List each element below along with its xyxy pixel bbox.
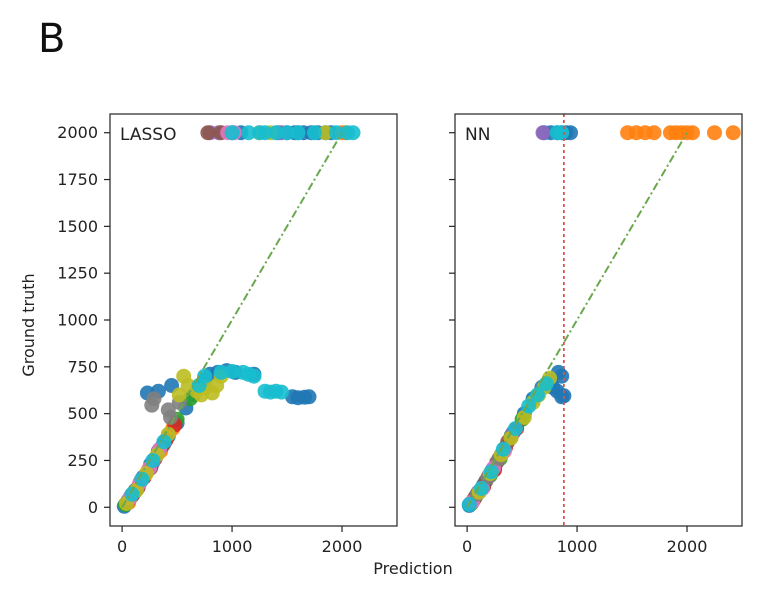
chart-0-point-s9-18 — [257, 125, 273, 141]
chart-0-point-s8-5 — [171, 387, 187, 403]
chart-1-point-s1-3 — [646, 125, 662, 141]
chart-0-xtick-label-1: 1000 — [212, 537, 253, 556]
chart-0-point-s9-7 — [224, 364, 240, 379]
x-axis-title: Prediction — [373, 559, 452, 578]
chart-0-point-s9-3 — [156, 434, 172, 450]
chart-0-ytick-label-4: 1000 — [57, 311, 98, 330]
chart-0-point-s9-2 — [145, 453, 161, 468]
chart-1-reference-line — [466, 132, 688, 508]
chart-0-points — [116, 125, 361, 514]
chart-1-point-s1-9 — [707, 125, 722, 141]
chart-0-point-s8-16 — [318, 125, 333, 141]
chart-0-ytick-label-5: 1250 — [57, 264, 98, 283]
chart-0-point-s9-14 — [274, 384, 289, 400]
chart-1-point-s9-1 — [473, 481, 489, 496]
panel-lasso: 0 1000 2000 0 250 500 750 1000 1250 1500 1750 2000 L… — [57, 113, 398, 556]
chart-1-xtick-label-1: 1000 — [557, 537, 598, 556]
chart-0-point-s7-4 — [146, 391, 162, 407]
chart-1-point-s9-7 — [538, 376, 554, 392]
chart-1-point-s8-4 — [516, 409, 532, 425]
chart-1-point-s4-5 — [535, 125, 551, 141]
chart-1-point-s9-9 — [554, 125, 570, 141]
chart-1-xtick-label-0: 0 — [462, 537, 472, 556]
chart-0-xtick-label-2: 2000 — [322, 537, 363, 556]
chart-0-point-s9-22 — [307, 125, 322, 141]
chart-1-point-s0-13 — [556, 388, 572, 404]
chart-1-point-s1-10 — [725, 125, 741, 141]
chart-0-point-s9-6 — [213, 364, 229, 380]
chart-0-point-s9-19 — [268, 125, 284, 141]
chart-0-point-s9-15 — [224, 125, 240, 141]
chart-0-point-s5-4 — [200, 125, 216, 141]
panel-nn: 0 1000 2000 NN — [449, 113, 743, 556]
chart-0-point-s9-25 — [345, 125, 361, 141]
chart-0-ytick-label-7: 1750 — [57, 170, 98, 189]
chart-0-panel-label: LASSO — [120, 125, 176, 145]
chart-0-point-s7-3 — [163, 409, 178, 425]
chart-0-point-s9-21 — [290, 125, 306, 141]
chart-0-ytick-label-6: 1500 — [57, 217, 98, 236]
panel-letter: B — [38, 16, 65, 62]
chart-0-ytick-label-1: 250 — [67, 451, 98, 470]
chart-0-point-s9-23 — [329, 125, 344, 141]
chart-1-panel-label: NN — [465, 125, 490, 145]
chart-1-point-s9-3 — [495, 441, 511, 457]
chart-1-point-s9-2 — [483, 464, 499, 480]
chart-0-point-s0-22 — [301, 389, 317, 405]
chart-0-xtick-label-0: 0 — [117, 537, 127, 556]
chart-1-point-s1-8 — [685, 125, 700, 141]
chart-0-point-s9-20 — [279, 125, 295, 141]
chart-0-point-s9-10 — [246, 368, 262, 384]
chart-0-ytick-label-3: 750 — [67, 357, 98, 376]
y-axis-title: Ground truth — [19, 273, 38, 376]
chart-1-xtick-label-2: 2000 — [667, 537, 708, 556]
chart-0-ytick-label-2: 500 — [67, 404, 98, 423]
chart-0-point-s9-1 — [134, 471, 150, 487]
chart-0-ytick-label-8: 2000 — [57, 123, 98, 142]
chart-0-point-s9-5 — [197, 368, 213, 384]
chart-0-ytick-label-0: 0 — [88, 498, 98, 517]
chart-1-point-s9-6 — [530, 387, 545, 403]
chart-0-point-s9-16 — [241, 125, 257, 141]
chart-1-points — [461, 125, 741, 513]
chart-0-reference-line — [121, 132, 343, 508]
